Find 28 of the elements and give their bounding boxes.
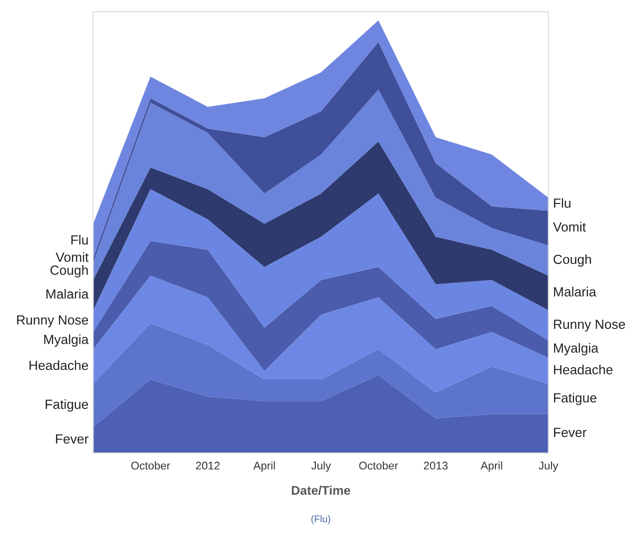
text: Fatigue (554, 392, 596, 406)
text: Headache (554, 364, 613, 374)
x-tick-label: July (538, 461, 558, 472)
series-label: Myalgia (44, 334, 89, 347)
text: Myalgia (554, 343, 598, 356)
series-label: Fatigue (46, 399, 88, 412)
text: Vomit (56, 252, 89, 262)
series-label: Runny Nose (17, 315, 88, 328)
series-label: Flu (71, 234, 88, 245)
text: Flu (554, 198, 570, 208)
series-label: Vomit (553, 222, 586, 232)
series-label: Malaria (46, 288, 89, 299)
x-tick-label: October (131, 461, 170, 470)
x-tick-label: 2013 (424, 462, 448, 470)
text: Runny Nose (554, 320, 625, 332)
x-tick-label: October (359, 461, 398, 470)
series-label: Headache (30, 360, 88, 370)
series-label: Cough (554, 254, 591, 267)
x-tick-label: 2012 (196, 462, 220, 470)
text: Cough (50, 265, 88, 278)
x-axis-title: Date/Time (292, 486, 350, 495)
x-tick-label: April (253, 461, 275, 472)
series-label: Fever (56, 434, 88, 444)
text: Malaria (554, 286, 596, 297)
text: Fever (554, 428, 586, 438)
x-tick-label: April (480, 461, 502, 472)
text: (Flu) (311, 515, 330, 524)
x-tick-label: July (311, 461, 331, 472)
